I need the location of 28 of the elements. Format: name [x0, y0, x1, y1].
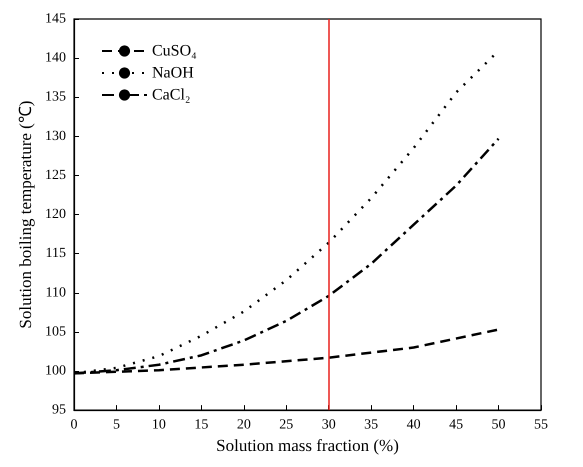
y-axis-title: Solution boiling temperature (℃)	[16, 100, 36, 329]
y-tick-label: 120	[45, 207, 66, 222]
y-tick-label: 110	[46, 285, 66, 300]
y-tick-label: 125	[45, 168, 66, 183]
x-tick-label: 35	[364, 418, 378, 433]
legend-label: CaCl₂	[152, 86, 190, 104]
y-tick-label: 105	[45, 324, 66, 340]
x-tick-label: 45	[449, 418, 464, 433]
x-tick-label: 25	[279, 418, 294, 433]
x-axis-title: Solution mass fraction (%)	[216, 436, 399, 455]
x-tick-label: 5	[112, 418, 120, 433]
y-tick-label: 115	[46, 246, 66, 262]
x-tick-label: 55	[534, 418, 548, 433]
y-tick-label: 140	[45, 50, 66, 66]
y-tick-label: 135	[45, 90, 66, 105]
y-tick-label: 130	[45, 128, 66, 144]
x-tick-label: 50	[492, 418, 506, 433]
legend-label: CuSO₄	[152, 42, 198, 60]
y-tick-label: 100	[45, 363, 66, 378]
x-tick-label: 30	[322, 418, 336, 433]
y-tick-label: 145	[45, 12, 66, 26]
x-tick-label: 15	[194, 418, 208, 433]
legend-label: NaOH	[152, 64, 194, 82]
y-tick-label: 95	[52, 402, 66, 418]
x-tick-label: 10	[152, 418, 166, 433]
x-tick-label: 0	[70, 418, 78, 433]
x-tick-label: 40	[406, 418, 421, 433]
x-tick-label: 20	[236, 418, 251, 433]
